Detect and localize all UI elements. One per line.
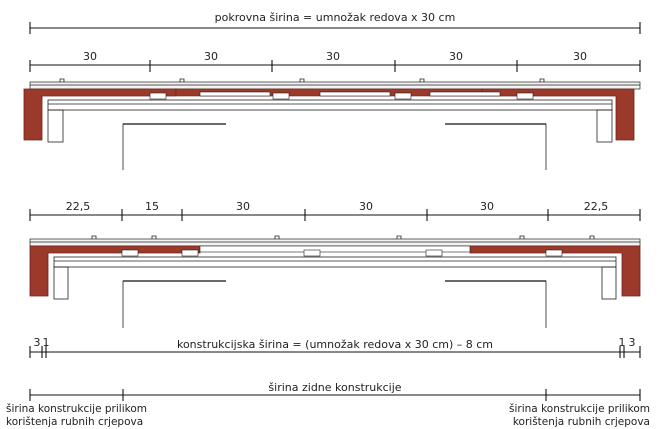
- middle-segment-4: 30: [359, 200, 373, 213]
- middle-segment-5: 30: [480, 200, 494, 213]
- middle-segment-3: 30: [236, 200, 250, 213]
- left-note-line-2: korištenja rubnih crjepova: [6, 416, 143, 428]
- top-segment-4: 30: [449, 50, 463, 63]
- middle-segment-2: 15: [145, 200, 159, 213]
- middle-roof-section: [29, 235, 641, 328]
- middle-segment-1: 22,5: [66, 200, 91, 213]
- right-offset-1: 1: [619, 336, 626, 349]
- wall-width-dimension: širina zidne konstrukcije širina konstru…: [6, 381, 650, 428]
- top-title: pokrovna širina = umnožak redova x 30 cm: [215, 11, 456, 24]
- top-segment-1: 30: [83, 50, 97, 63]
- left-offset-3: 3: [34, 336, 41, 349]
- construction-width-dimension: 3 1 1 3 konstrukcijska širina = (umnožak…: [29, 336, 641, 358]
- right-note-line-2: korištenja rubnih crjepova: [513, 416, 650, 428]
- top-roof-section: [23, 78, 641, 170]
- right-edge-brick: [481, 88, 635, 141]
- right-note-line-1: širina konstrukcije prilikom: [509, 403, 650, 415]
- middle-segment-6: 22,5: [584, 200, 609, 213]
- top-segment-3: 30: [326, 50, 340, 63]
- top-segment-2: 30: [204, 50, 218, 63]
- top-segment-5: 30: [573, 50, 587, 63]
- left-verge-tile: [29, 245, 201, 297]
- top-overall-dimension: pokrovna širina = umnožak redova x 30 cm: [29, 11, 641, 34]
- left-offset-1: 1: [43, 336, 50, 349]
- wall-width-label: širina zidne konstrukcije: [268, 381, 401, 394]
- construction-width-label: konstrukcijska širina = (umnožak redova …: [177, 338, 493, 351]
- right-offset-3: 3: [629, 336, 636, 349]
- top-segment-dimension: 30 30 30 30 30: [29, 50, 641, 72]
- middle-segment-dimension: 22,5 15 30 30 30 22,5: [29, 200, 641, 221]
- left-note-line-1: širina konstrukcije prilikom: [6, 403, 147, 415]
